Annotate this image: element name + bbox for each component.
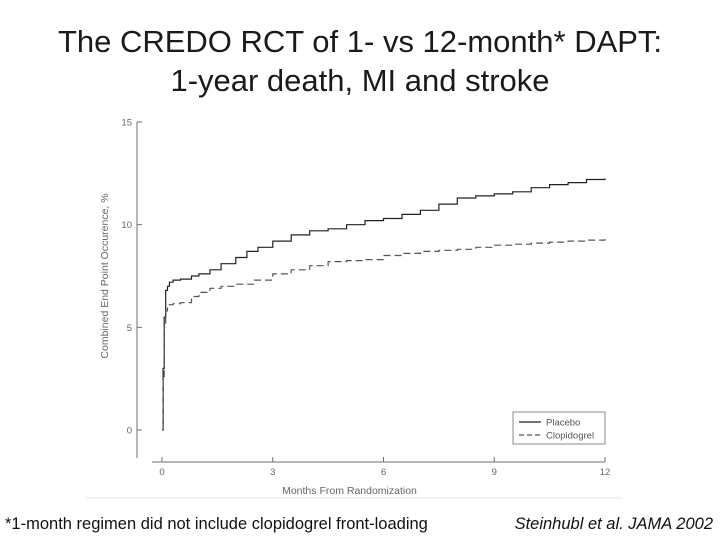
- y-tick-label: 5: [127, 323, 132, 334]
- y-tick-label: 0: [127, 426, 132, 437]
- x-tick-label: 6: [381, 467, 386, 478]
- slide-title: The CREDO RCT of 1- vs 12-month* DAPT: 1…: [0, 22, 720, 100]
- x-tick-label: 12: [600, 467, 611, 478]
- y-axis-label: Combined End Point Occurence, %: [99, 193, 111, 358]
- x-tick-label: 0: [159, 467, 164, 478]
- citation: Steinhubl et al. JAMA 2002: [514, 515, 713, 533]
- legend-box: [512, 411, 606, 445]
- footnote: *1-month regimen did not include clopido…: [5, 515, 428, 533]
- legend-label-clopidogrel: Clopidogrel: [546, 431, 594, 442]
- x-tick-label: 3: [270, 467, 275, 478]
- x-axis-label: Months From Randomization: [282, 485, 417, 497]
- series-line-clopidogrel: [162, 239, 606, 431]
- slide-title-line-2: 1-year death, MI and stroke: [170, 63, 550, 98]
- slide-title-line-1: The CREDO RCT of 1- vs 12-month* DAPT:: [57, 24, 663, 59]
- x-tick-label: 9: [492, 467, 497, 478]
- y-tick-label: 10: [121, 220, 132, 231]
- series-line-placebo: [162, 178, 606, 431]
- y-tick-label: 15: [121, 118, 132, 129]
- legend-label-placebo: Placebo: [546, 418, 580, 429]
